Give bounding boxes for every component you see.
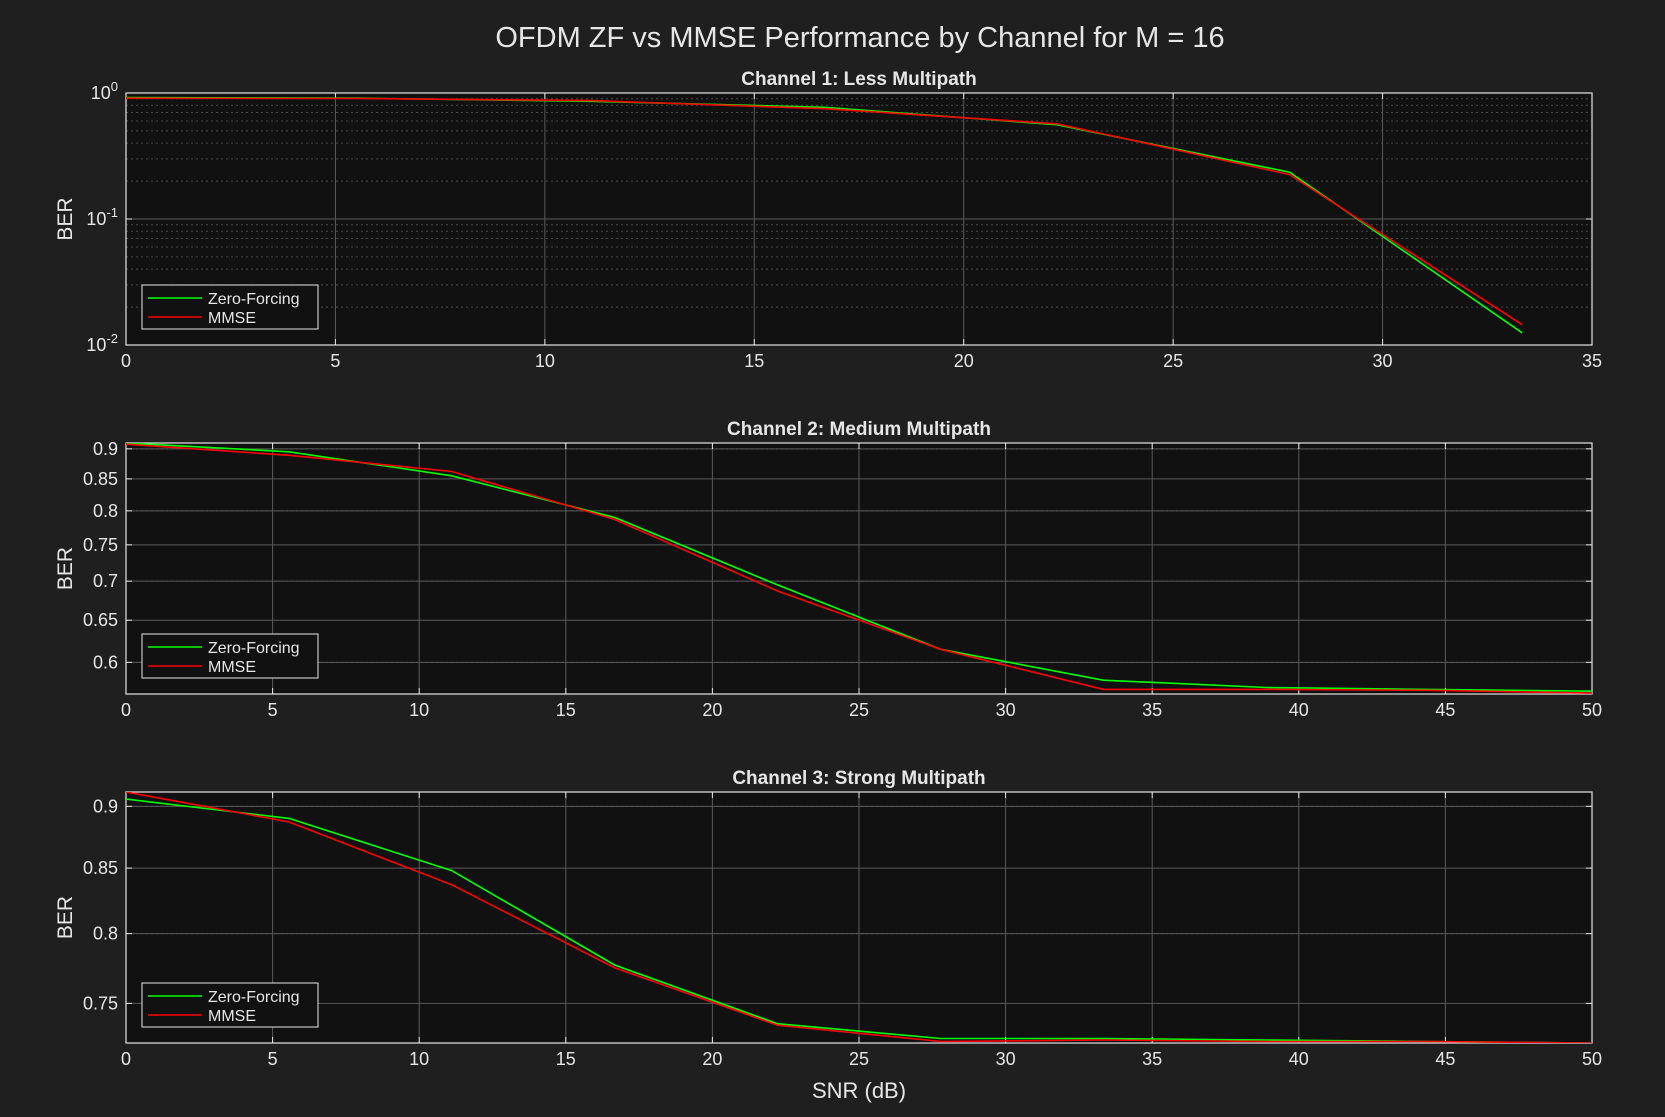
x-tick-label: 20 (954, 351, 974, 371)
legend-box (141, 633, 319, 679)
y-tick-label: 0.6 (93, 652, 118, 672)
subplot-2: 0 5 10 15 20 25 30 35 40 45 50 0.9 0.85 0.8 0.75 0.7 0.6… (54, 419, 1602, 720)
legend-label: Zero-Forcing (208, 640, 300, 657)
subplot-title: Channel 1: Less Multipath (741, 69, 976, 90)
series-line-mmse (126, 792, 1592, 1043)
x-tick-label: 35 (1142, 1049, 1162, 1069)
x-tick-label: 40 (1289, 1049, 1309, 1069)
x-tick-label: 25 (849, 1049, 869, 1069)
y-tick-label: 0.75 (83, 993, 118, 1013)
y-axis-label: BER (54, 896, 77, 939)
x-tick-label: 25 (1163, 351, 1183, 371)
x-tick-label: 25 (849, 700, 869, 720)
x-tick-label: 0 (121, 700, 131, 720)
x-tick-label: 0 (121, 1049, 131, 1069)
y-tick-label: 0.85 (83, 469, 118, 489)
y-tick-label: 0.8 (93, 924, 118, 944)
y-tick-label: 0.65 (83, 610, 118, 630)
y-tick-label: 10-2 (86, 331, 118, 355)
legend: Zero-Forcing MMSE (141, 633, 319, 679)
x-axis-label: SNR (dB) (812, 1078, 906, 1103)
series-line-mmse (126, 443, 1592, 694)
subplot-1: 0 5 10 15 20 25 30 35 100 10-1 10-2 Channel 1: Less… (54, 69, 1602, 371)
x-tick-label: 45 (1435, 700, 1455, 720)
x-tick-label: 35 (1142, 700, 1162, 720)
legend-label: MMSE (208, 659, 256, 676)
y-tick-label: 0.8 (93, 501, 118, 521)
x-tick-label: 15 (744, 351, 764, 371)
x-tick-label: 10 (409, 700, 429, 720)
legend-label: MMSE (208, 310, 256, 327)
x-tick-label: 5 (268, 700, 278, 720)
x-tick-label: 35 (1582, 351, 1602, 371)
x-tick-label: 45 (1435, 1049, 1455, 1069)
x-tick-label: 30 (996, 700, 1016, 720)
x-tick-label: 5 (330, 351, 340, 371)
x-tick-label: 50 (1582, 700, 1602, 720)
x-tick-label: 30 (996, 1049, 1016, 1069)
figure-title: OFDM ZF vs MMSE Performance by Channel f… (495, 22, 1224, 54)
x-tick-label: 10 (409, 1049, 429, 1069)
legend-label: Zero-Forcing (208, 291, 300, 308)
y-tick-label: 0.7 (93, 571, 118, 591)
legend-box (141, 982, 319, 1028)
legend-label: MMSE (208, 1008, 256, 1025)
x-tick-label: 30 (1373, 351, 1393, 371)
x-tick-label: 15 (556, 700, 576, 720)
legend: Zero-Forcing MMSE (141, 284, 319, 330)
y-tick-label: 10-1 (86, 205, 118, 229)
subplot-title: Channel 2: Medium Multipath (727, 419, 991, 440)
x-tick-label: 10 (535, 351, 555, 371)
y-tick-label: 0.9 (93, 439, 118, 459)
y-tick-label: 100 (91, 79, 118, 103)
x-tick-label: 50 (1582, 1049, 1602, 1069)
x-tick-label: 15 (556, 1049, 576, 1069)
legend-box (141, 284, 319, 330)
legend: Zero-Forcing MMSE (141, 982, 319, 1028)
legend-label: Zero-Forcing (208, 989, 300, 1006)
x-tick-label: 20 (702, 1049, 722, 1069)
y-tick-label: 0.85 (83, 858, 118, 878)
y-tick-label: 0.9 (93, 796, 118, 816)
y-tick-label: 0.75 (83, 535, 118, 555)
y-axis-label: BER (54, 197, 77, 240)
x-tick-label: 5 (268, 1049, 278, 1069)
x-tick-label: 20 (702, 700, 722, 720)
subplot-title: Channel 3: Strong Multipath (732, 768, 985, 789)
y-axis-label: BER (54, 547, 77, 590)
x-tick-label: 40 (1289, 700, 1309, 720)
subplot-3: 0 5 10 15 20 25 30 35 40 45 50 0.9 0.85 0.8 0.75 Channe… (54, 768, 1602, 1103)
series-line-mmse (126, 97, 1523, 326)
x-tick-label: 0 (121, 351, 131, 371)
